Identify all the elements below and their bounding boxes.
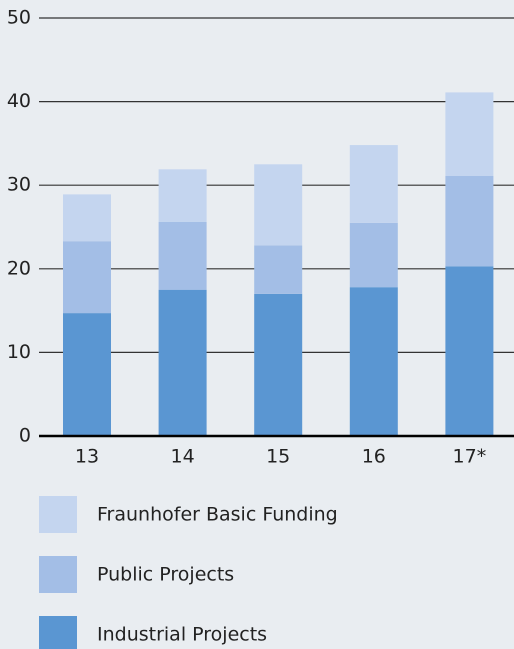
bar-segment [158,221,207,290]
bar-segment [349,287,398,436]
bar-segment [445,176,494,267]
bar-segment [63,241,111,314]
y-tick-label: 50 [7,7,31,29]
bar-segment [254,245,303,294]
y-tick-label: 10 [7,341,31,363]
bar-segment [254,293,303,436]
x-tick-label: 17* [453,446,487,468]
bar-segment [63,194,111,242]
bar-segment [349,222,398,288]
bar-segment [63,313,111,436]
legend-swatch [39,616,77,649]
y-tick-label: 0 [19,425,31,447]
x-tick-label: 14 [171,446,195,468]
bar-segment [158,169,207,222]
legend-swatch [39,496,77,533]
x-tick-label: 13 [75,446,99,468]
x-tick-label: 16 [362,446,386,468]
bar-segment [158,289,207,436]
bar-segment [254,164,303,246]
x-tick-label: 15 [266,446,290,468]
y-tick-label: 20 [7,257,31,279]
bar-segment [445,92,494,177]
y-tick-label: 30 [7,174,31,196]
y-tick-label: 40 [7,90,31,112]
bar-segment [349,145,398,223]
bar-segment [445,266,494,436]
legend-label: Fraunhofer Basic Funding [97,504,338,526]
legend-label: Industrial Projects [97,624,267,646]
legend-label: Public Projects [97,564,234,586]
legend-swatch [39,556,77,593]
